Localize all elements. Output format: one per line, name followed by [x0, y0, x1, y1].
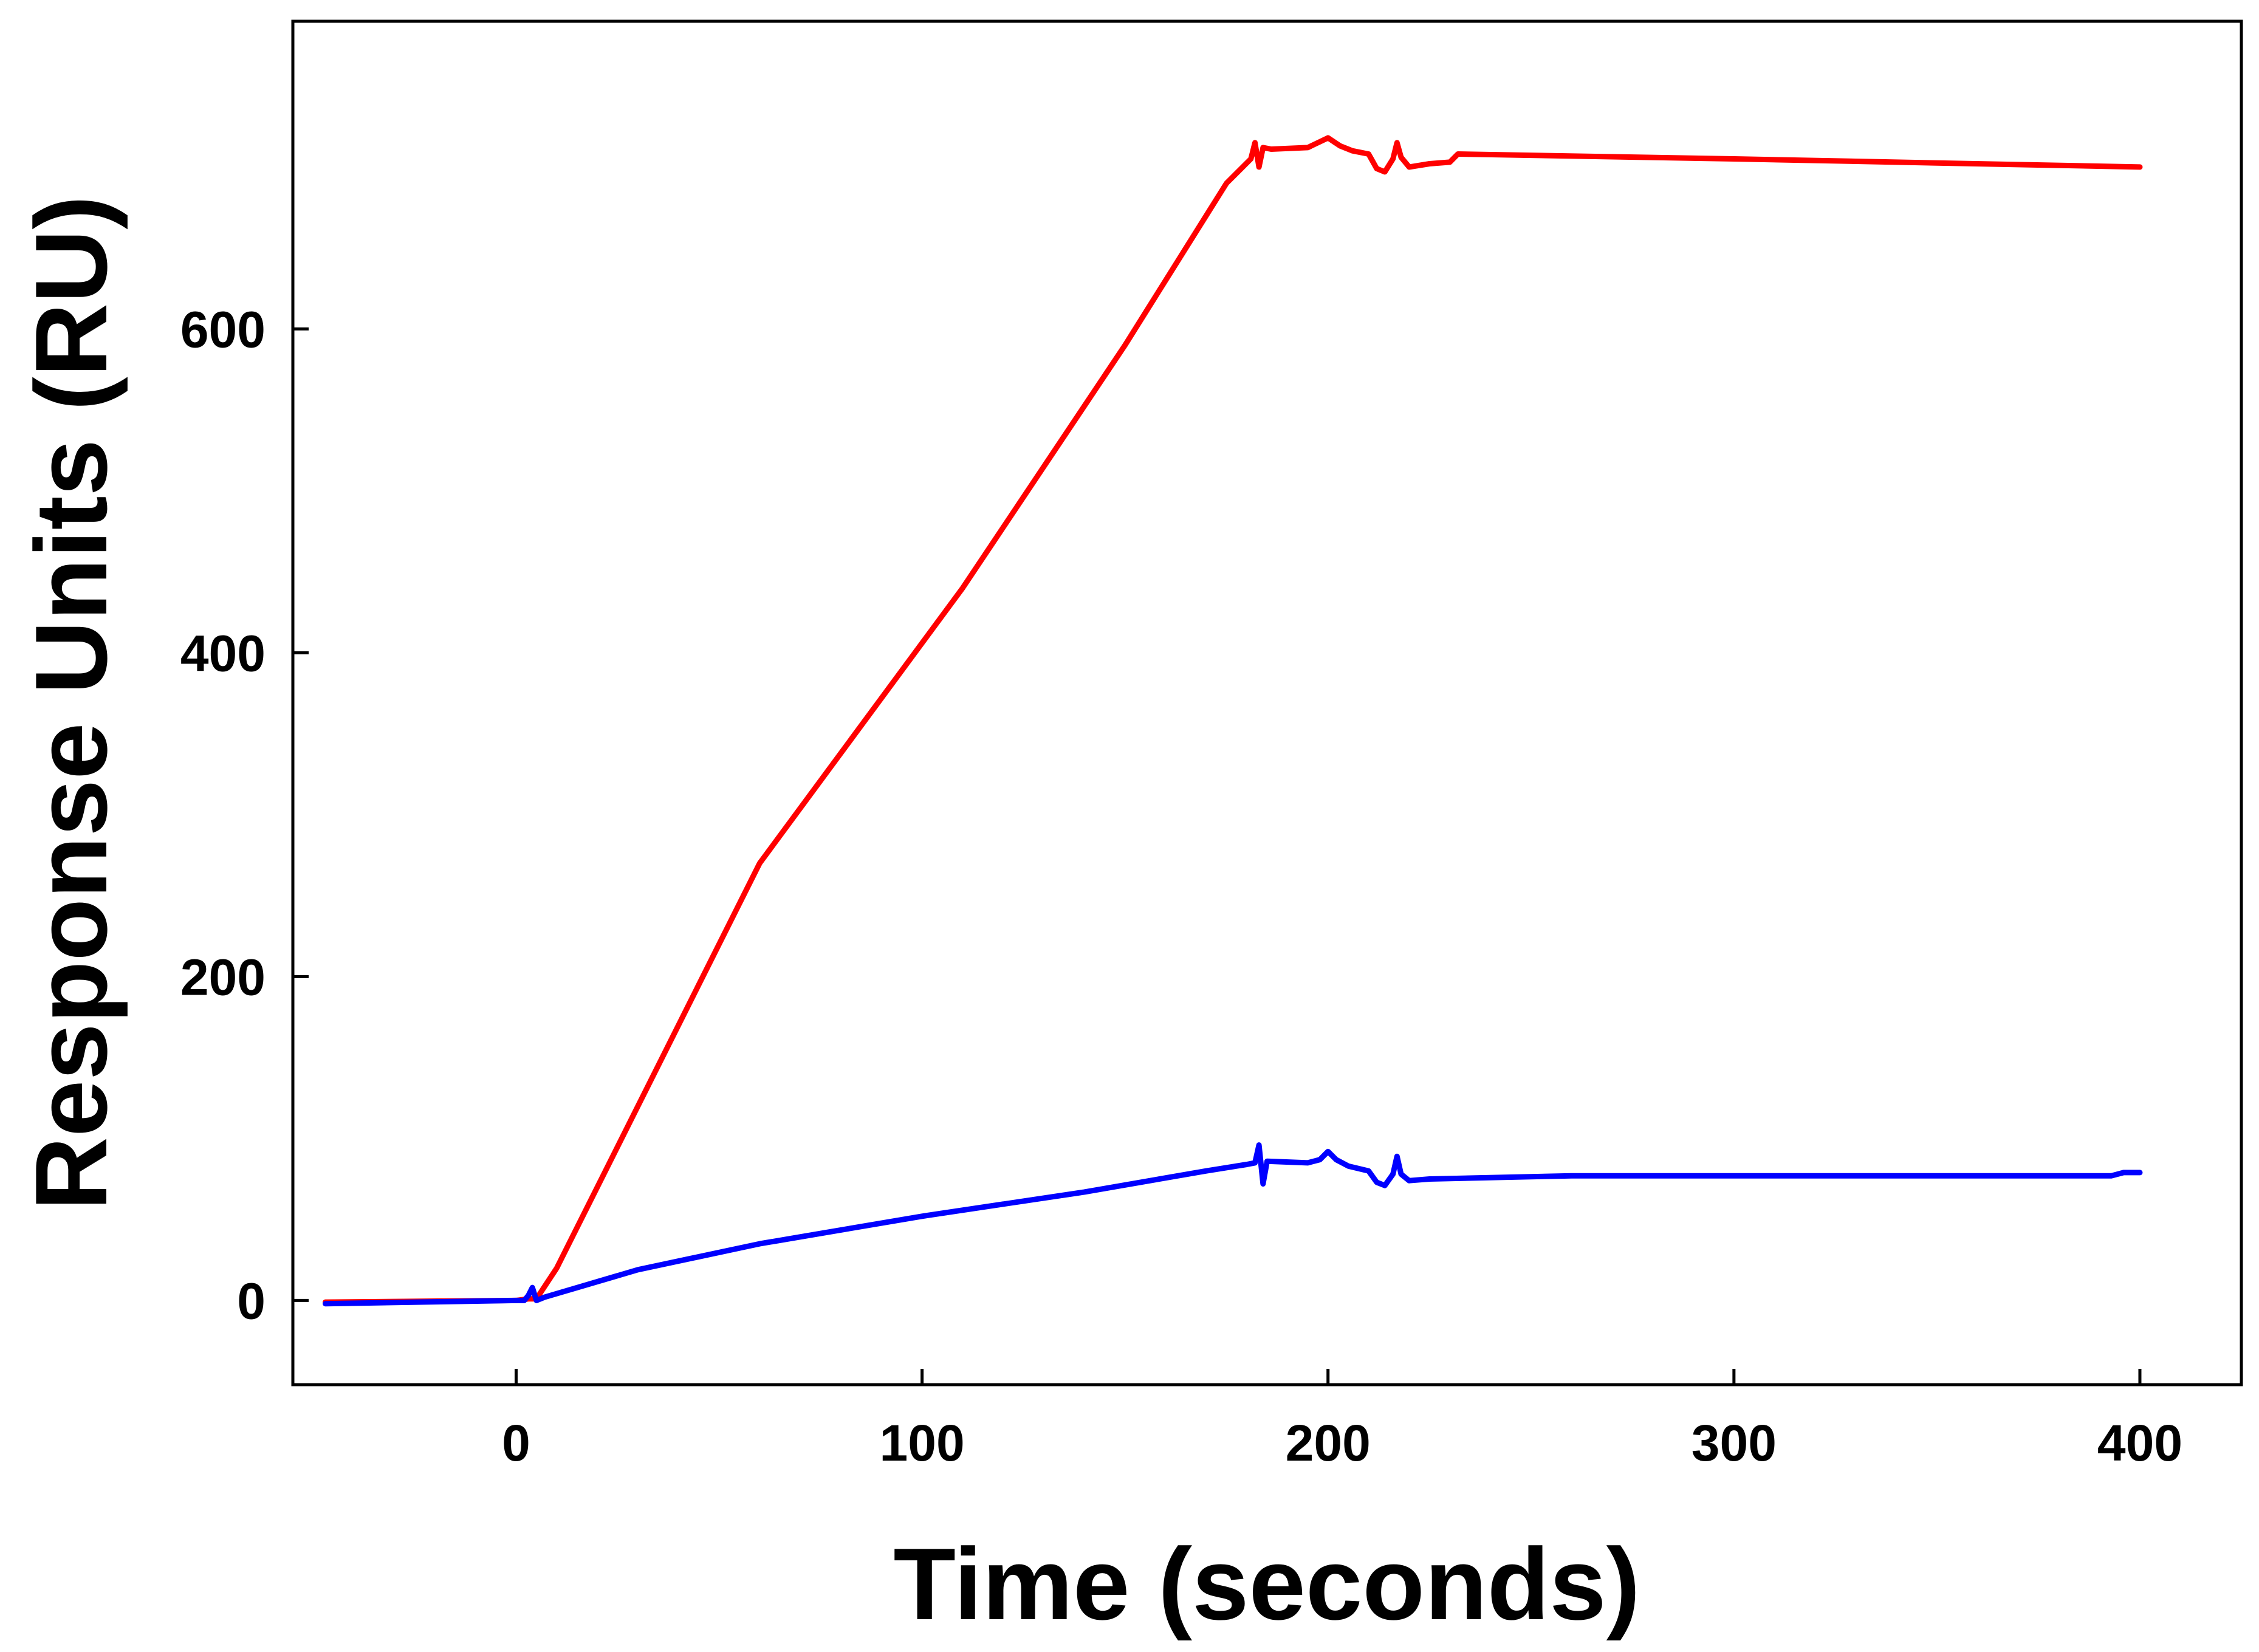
y-tick-label: 600	[180, 301, 266, 358]
y-tick-label: 400	[180, 625, 266, 682]
y-axis: 0 200 400 600	[180, 301, 309, 1329]
plot-area-frame	[291, 19, 2243, 1386]
series-line-2	[323, 1142, 2143, 1307]
y-axis-title: Response Units (RU)	[14, 196, 128, 1211]
y-tick-label: 0	[237, 1272, 266, 1329]
x-tick-label: 400	[2097, 1414, 2182, 1472]
series-line-1	[323, 135, 2143, 1305]
x-tick-label: 0	[502, 1414, 530, 1472]
x-tick-label: 300	[1692, 1414, 1777, 1472]
y-tick-label: 200	[180, 948, 266, 1006]
x-axis: 0 100 200 300 400	[502, 1369, 2182, 1472]
x-axis-title: Time (seconds)	[893, 1527, 1640, 1641]
series-layer	[323, 135, 2143, 1307]
x-tick-label: 100	[880, 1414, 965, 1472]
x-tick-label: 200	[1286, 1414, 1371, 1472]
